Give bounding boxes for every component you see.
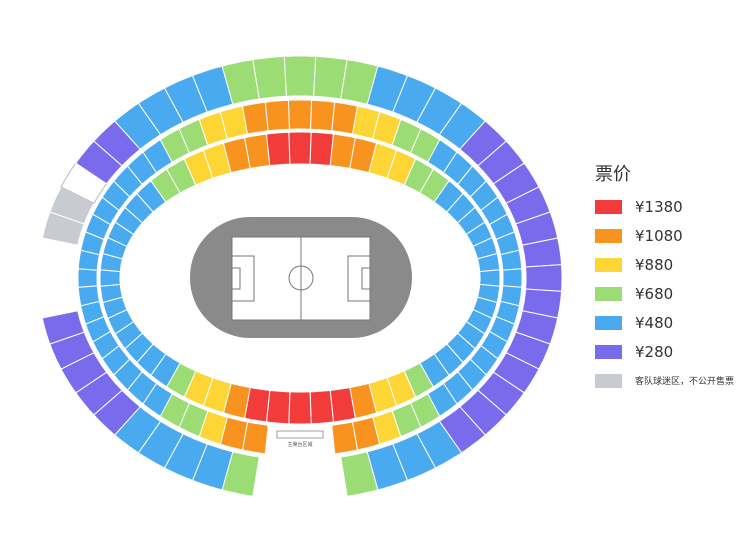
legend-swatch bbox=[595, 257, 622, 272]
legend-label: 客队球迷区，不公开售票 bbox=[635, 377, 735, 387]
seat-section-inner[interactable] bbox=[265, 389, 291, 425]
legend-swatch bbox=[595, 315, 622, 330]
legend-item-p1380: ¥1380 bbox=[595, 192, 734, 221]
seat-section-middle[interactable] bbox=[502, 268, 523, 288]
vip-area-label: 主席台区域 bbox=[287, 441, 312, 448]
legend-swatch bbox=[595, 344, 622, 359]
seat-section-outer[interactable] bbox=[525, 264, 563, 292]
goal-area-left bbox=[231, 267, 241, 290]
seat-section-inner[interactable] bbox=[288, 131, 312, 165]
seat-section-inner[interactable] bbox=[309, 389, 335, 425]
legend-item-away: 客队球迷区，不公开售票 bbox=[595, 366, 734, 395]
seat-section-inner[interactable] bbox=[288, 391, 312, 425]
legend-item-p1080: ¥1080 bbox=[595, 221, 734, 250]
legend-swatch bbox=[595, 286, 622, 301]
center-circle bbox=[288, 265, 314, 291]
seat-section-inner[interactable] bbox=[265, 131, 291, 167]
legend-label: ¥280 bbox=[635, 342, 674, 361]
seat-section-inner[interactable] bbox=[479, 269, 501, 287]
seat-section-outer[interactable] bbox=[252, 55, 287, 100]
seat-section-middle[interactable] bbox=[310, 99, 336, 132]
field bbox=[190, 217, 412, 338]
seat-section-middle[interactable] bbox=[241, 101, 269, 135]
legend-label: ¥1080 bbox=[635, 226, 683, 245]
seat-section-inner[interactable] bbox=[309, 131, 335, 167]
legend-swatch bbox=[595, 199, 622, 214]
legend-item-p680: ¥680 bbox=[595, 279, 734, 308]
vip-area-box bbox=[276, 430, 324, 439]
legend-label: ¥1380 bbox=[635, 197, 683, 216]
seat-section-outer[interactable] bbox=[41, 310, 85, 345]
goal-area-right bbox=[361, 267, 371, 290]
seat-section-outer[interactable] bbox=[340, 451, 379, 497]
legend-item-p880: ¥880 bbox=[595, 250, 734, 279]
legend-label: ¥480 bbox=[635, 313, 674, 332]
legend-title: 票价 bbox=[595, 164, 631, 185]
seat-section-middle[interactable] bbox=[77, 268, 98, 288]
seat-section-outer[interactable] bbox=[283, 55, 317, 97]
seat-section-middle[interactable] bbox=[331, 421, 359, 455]
legend-item-p280: ¥280 bbox=[595, 337, 734, 366]
legend-item-p480: ¥480 bbox=[595, 308, 734, 337]
price-legend: 票价 ¥1380 ¥1080 ¥880 ¥680 ¥480 ¥280 客队球迷区，不公开售票 bbox=[595, 160, 734, 395]
legend-label: ¥680 bbox=[635, 284, 674, 303]
seat-section-middle[interactable] bbox=[287, 99, 313, 130]
seat-section-inner[interactable] bbox=[99, 269, 121, 287]
seat-section-middle[interactable] bbox=[264, 99, 290, 132]
seat-sections bbox=[41, 55, 563, 497]
legend-label: ¥880 bbox=[635, 255, 674, 274]
legend-swatch bbox=[595, 373, 622, 388]
legend-swatch bbox=[595, 228, 622, 243]
